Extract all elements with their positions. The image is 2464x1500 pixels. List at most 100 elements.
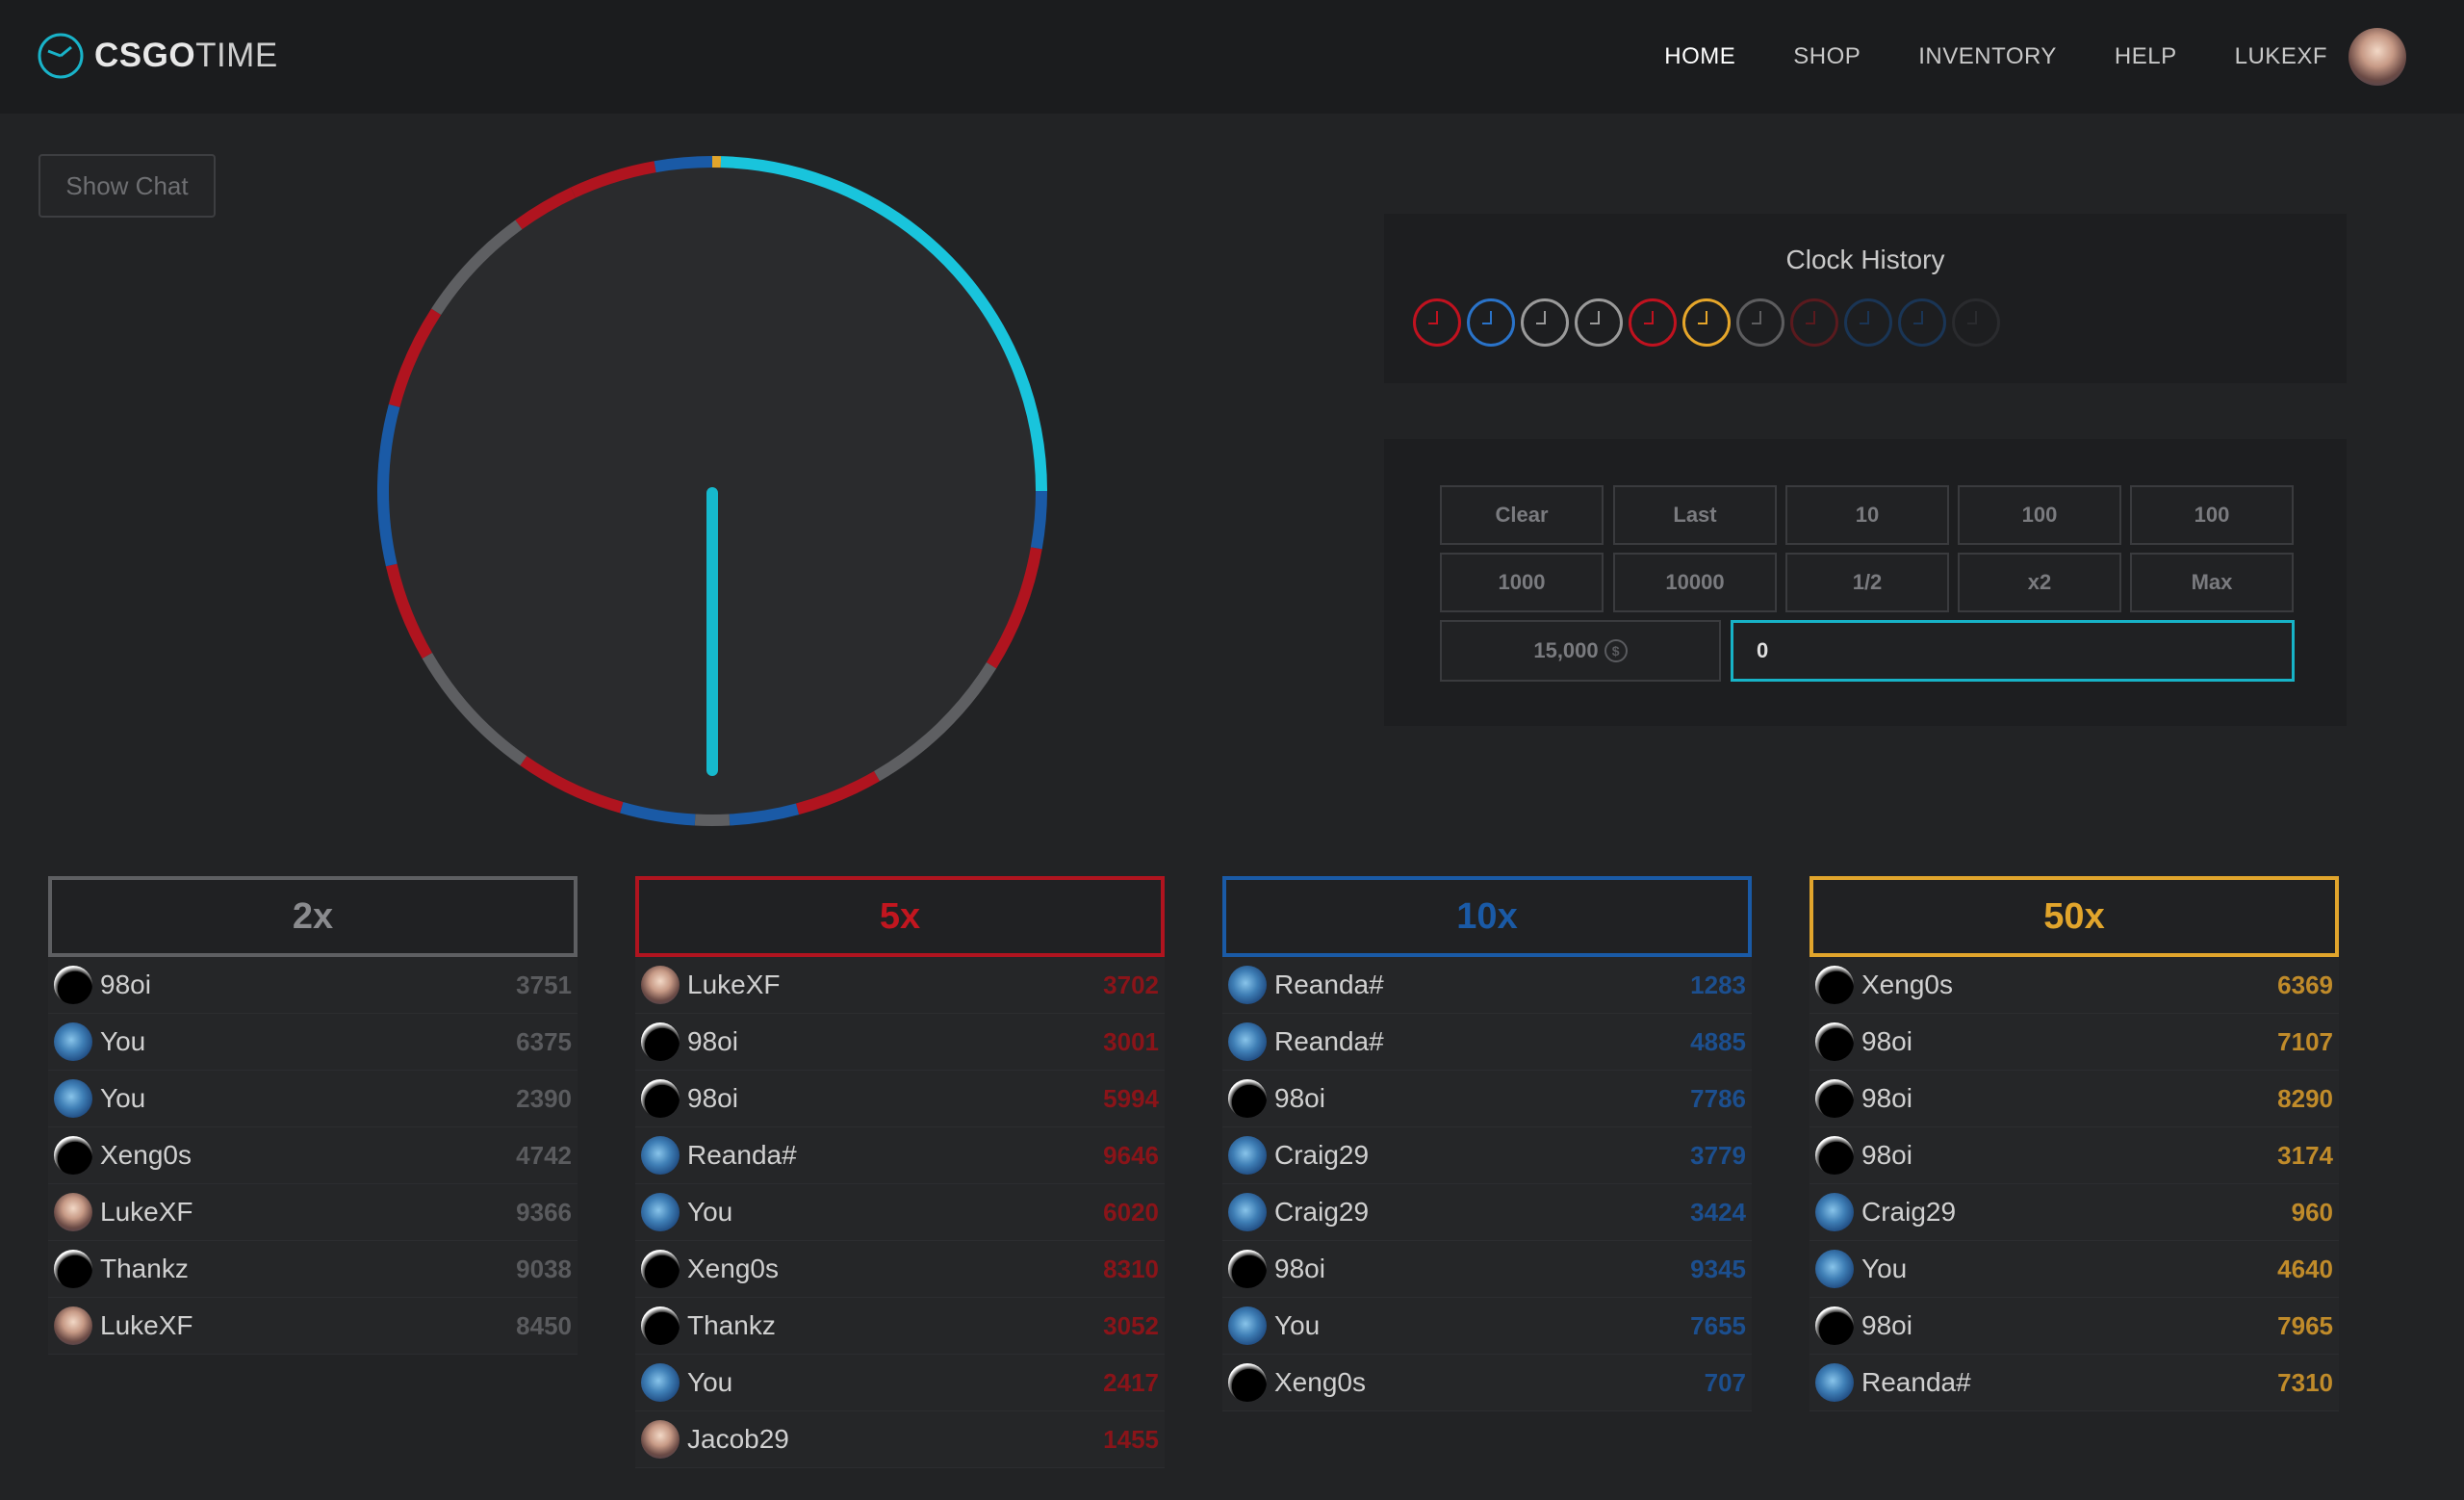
nav-help[interactable]: HELP [2114, 43, 2177, 69]
player-name: You [100, 1026, 146, 1056]
bet-row: Craig29 3779 [1222, 1127, 1752, 1184]
balance-value: 15,000 [1533, 638, 1599, 662]
nav-shop[interactable]: SHOP [1793, 43, 1861, 69]
history-clock-icon [1790, 298, 1838, 347]
bet-row: Reanda# 1283 [1222, 957, 1752, 1014]
ring-segment [795, 770, 880, 815]
bet-row: 98oi 3751 [48, 957, 578, 1014]
bet-row: Xeng0s 8310 [635, 1241, 1165, 1298]
bet-row: You 4640 [1810, 1241, 2339, 1298]
bet-amount: 8450 [516, 1310, 572, 1340]
bet-100-button[interactable]: 100 [1958, 485, 2121, 545]
player-name: Reanda# [1861, 1367, 1971, 1397]
avatar [641, 1136, 680, 1175]
bet-amount-input[interactable]: 0 [1731, 620, 2295, 682]
bet-last-button[interactable]: Last [1613, 485, 1777, 545]
ring-segment [654, 156, 713, 173]
player-name: 98oi [687, 1026, 738, 1056]
player-name: You [1861, 1254, 1908, 1283]
bet-amount: 3779 [1690, 1140, 1746, 1170]
ring-segment [986, 547, 1042, 669]
player-name: Thankz [100, 1254, 189, 1283]
avatar [54, 1306, 92, 1345]
bet-100-button-2[interactable]: 100 [2130, 485, 2294, 545]
bet-double-button[interactable]: x2 [1958, 553, 2121, 612]
clock-history-list [1413, 298, 2006, 347]
bet-row: 98oi 7107 [1810, 1014, 2339, 1071]
avatar [1228, 966, 1267, 1004]
bet-row: 98oi 7786 [1222, 1071, 1752, 1127]
bet-amount: 9366 [516, 1197, 572, 1227]
avatar [54, 1079, 92, 1118]
avatar [1815, 1136, 1854, 1175]
bet-row: Jacob29 1455 [635, 1411, 1165, 1468]
bet-row: Reanda# 7310 [1810, 1355, 2339, 1411]
clock-wheel [377, 156, 1047, 826]
bet-amount: 2390 [516, 1083, 572, 1113]
bet-1000-button[interactable]: 1000 [1440, 553, 1604, 612]
player-name: Xeng0s [687, 1254, 779, 1283]
nav-inventory[interactable]: INVENTORY [1918, 43, 2057, 69]
player-name: LukeXF [100, 1310, 193, 1340]
bet-amount: 9646 [1103, 1140, 1159, 1170]
bet-10000-button[interactable]: 10000 [1613, 553, 1777, 612]
ring-segment [431, 220, 523, 316]
bet-half-button[interactable]: 1/2 [1785, 553, 1949, 612]
bet-row: You 2417 [635, 1355, 1165, 1411]
history-clock-icon [1898, 298, 1946, 347]
bet-amount: 1283 [1690, 970, 1746, 999]
history-clock-icon [1413, 298, 1461, 347]
bet-max-button[interactable]: Max [2130, 553, 2294, 612]
bet-row: 98oi 5994 [635, 1071, 1165, 1127]
bet-50x-button[interactable]: 50x [1810, 876, 2339, 957]
player-name: Craig29 [1861, 1197, 1957, 1227]
logo[interactable]: CSGOTIME [37, 29, 278, 83]
bet-clear-button[interactable]: Clear [1440, 485, 1604, 545]
player-name: 98oi [1274, 1254, 1325, 1283]
bet-row: Craig29 3424 [1222, 1184, 1752, 1241]
bet-row: 98oi 3174 [1810, 1127, 2339, 1184]
ring-segment [388, 308, 442, 408]
avatar [54, 1250, 92, 1288]
bet-row: Xeng0s 4742 [48, 1127, 578, 1184]
avatar [54, 1022, 92, 1061]
nav-home[interactable]: HOME [1664, 43, 1736, 69]
player-name: Xeng0s [1274, 1367, 1366, 1397]
player-name: Reanda# [1274, 1026, 1384, 1056]
bet-amount: 6020 [1103, 1197, 1159, 1227]
avatar [1815, 1022, 1854, 1061]
bet-amount: 2417 [1103, 1367, 1159, 1397]
user-avatar[interactable] [2348, 28, 2406, 86]
bet-2x-button[interactable]: 2x [48, 876, 578, 957]
bet-row: Thankz 3052 [635, 1298, 1165, 1355]
bet-row: You 7655 [1222, 1298, 1752, 1355]
history-clock-icon [1844, 298, 1892, 347]
ring-segment [385, 563, 433, 659]
bet-row: LukeXF 9366 [48, 1184, 578, 1241]
avatar [641, 1250, 680, 1288]
top-header: CSGOTIME HOME SHOP INVENTORY HELP LUKEXF [0, 0, 2464, 114]
bet-row: 98oi 8290 [1810, 1071, 2339, 1127]
nav-username[interactable]: LUKEXF [2234, 43, 2327, 69]
avatar [54, 966, 92, 1004]
bet-amount: 9038 [516, 1254, 572, 1283]
ring-segment [422, 652, 527, 766]
bet-row: You 6375 [48, 1014, 578, 1071]
player-name: 98oi [100, 970, 151, 999]
bet-column-10x: 10x Reanda# 1283 Reanda# 4885 98oi 7786 Craig29… [1222, 876, 1752, 1411]
player-name: You [687, 1197, 733, 1227]
bet-10-button[interactable]: 10 [1785, 485, 1949, 545]
show-chat-button[interactable]: Show Chat [38, 154, 216, 218]
bet-row: 98oi 9345 [1222, 1241, 1752, 1298]
bet-amount: 7310 [2277, 1367, 2333, 1397]
avatar [54, 1136, 92, 1175]
bet-amount: 707 [1704, 1367, 1746, 1397]
bet-10x-button[interactable]: 10x [1222, 876, 1752, 957]
bet-column-2x: 2x 98oi 3751 You 6375 You 2390 Xeng0s 4742 LukeXF… [48, 876, 578, 1355]
bet-5x-button[interactable]: 5x [635, 876, 1165, 957]
logo-light: TIME [195, 37, 278, 74]
ring-segment [873, 662, 997, 782]
bet-amount: 3702 [1103, 970, 1159, 999]
avatar [641, 1420, 680, 1459]
avatar [54, 1193, 92, 1231]
